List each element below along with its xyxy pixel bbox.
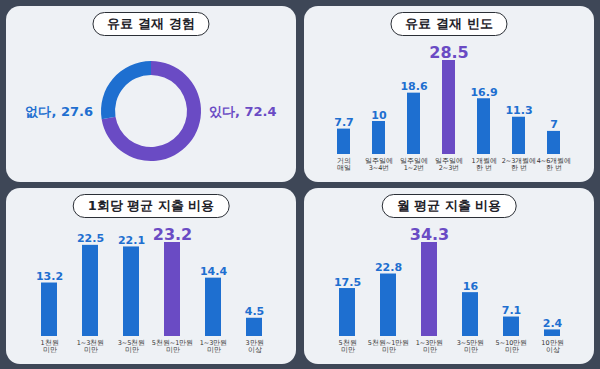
svg-text:10만원이상: 10만원이상 <box>541 339 563 354</box>
svg-text:없다, 27.6: 없다, 27.6 <box>25 104 93 119</box>
svg-text:5천원~1만원미만: 5천원~1만원미만 <box>152 339 194 354</box>
svg-text:1~3천원미만: 1~3천원미만 <box>77 339 105 354</box>
html-text:1회당 평균 지출 비용: 1회당 평균 지출 비용 <box>87 198 215 213</box>
svg-text:16: 16 <box>463 280 479 293</box>
svg-text:일주일에1~2번: 일주일에1~2번 <box>400 157 428 172</box>
svg-text:7: 7 <box>550 118 558 131</box>
svg-text:1개월에한 번: 1개월에한 번 <box>471 157 496 172</box>
svg-text:4~6개월에한 번: 4~6개월에한 번 <box>537 157 572 172</box>
svg-text:일주일에2~3번: 일주일에2~3번 <box>435 157 463 172</box>
svg-text:14.4: 14.4 <box>200 265 227 278</box>
html-text:유료 결재 경험: 유료 결재 경험 <box>107 16 195 31</box>
svg-text:18.6: 18.6 <box>400 80 427 93</box>
svg-text:5천원~1만원미만: 5천원~1만원미만 <box>368 339 410 354</box>
svg-text:16.9: 16.9 <box>470 86 497 99</box>
svg-text:28.5: 28.5 <box>429 43 468 62</box>
svg-text:2~3개월에한 번: 2~3개월에한 번 <box>502 157 537 172</box>
svg-text:3~5천원미만: 3~5천원미만 <box>118 339 146 354</box>
svg-text:22.5: 22.5 <box>77 232 104 245</box>
html-text:월 평균 지출 비용: 월 평균 지출 비용 <box>396 198 502 213</box>
svg-text:13.2: 13.2 <box>36 270 63 283</box>
svg-text:10: 10 <box>371 109 387 122</box>
svg-text:5~10만원미만: 5~10만원미만 <box>496 339 528 354</box>
svg-text:22.1: 22.1 <box>118 234 145 247</box>
svg-text:23.2: 23.2 <box>153 225 192 244</box>
svg-text:3~5만원미만: 3~5만원미만 <box>457 339 485 354</box>
svg-text:1천원미만: 1천원미만 <box>40 339 58 354</box>
svg-text:11.3: 11.3 <box>505 104 532 117</box>
svg-text:17.5: 17.5 <box>334 276 361 289</box>
svg-text:5천원미만: 5천원미만 <box>338 339 356 354</box>
svg-text:3만원이상: 3만원이상 <box>245 339 263 354</box>
svg-text:있다, 72.4: 있다, 72.4 <box>209 104 277 119</box>
svg-text:22.8: 22.8 <box>375 261 402 274</box>
svg-text:1~3만원미만: 1~3만원미만 <box>416 339 444 354</box>
svg-text:34.3: 34.3 <box>410 225 449 244</box>
svg-text:1~3만원미만: 1~3만원미만 <box>200 339 228 354</box>
svg-text:7.7: 7.7 <box>334 116 354 129</box>
svg-text:거의매일: 거의매일 <box>337 157 351 172</box>
svg-text:7.1: 7.1 <box>502 304 522 317</box>
html-text:유료 결재 빈도: 유료 결재 빈도 <box>405 16 493 31</box>
svg-text:2.4: 2.4 <box>543 317 563 330</box>
svg-text:4.5: 4.5 <box>245 305 265 318</box>
svg-text:일주일에3~4번: 일주일에3~4번 <box>365 157 393 172</box>
